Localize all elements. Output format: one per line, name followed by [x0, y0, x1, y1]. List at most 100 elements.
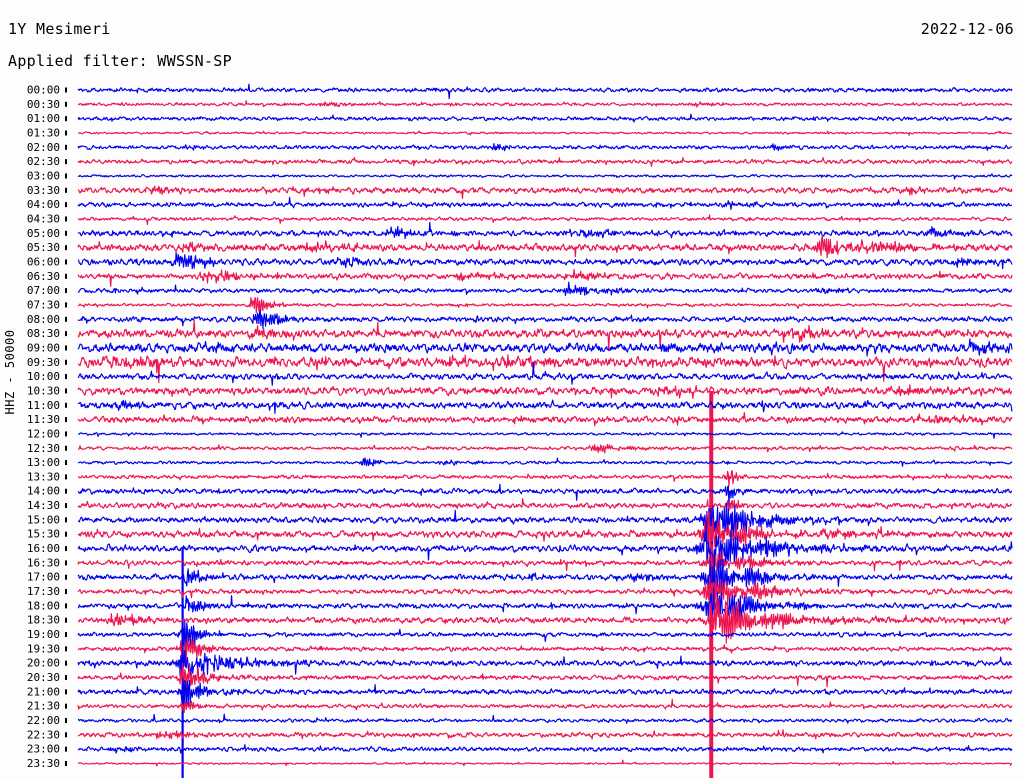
- trace-row: 14:00: [27, 483, 1013, 507]
- time-tick-label: 17:30: [27, 585, 60, 598]
- time-tick-label: 11:00: [27, 399, 60, 412]
- waveform-trace: [77, 156, 1013, 168]
- time-tick-label: 23:30: [27, 757, 60, 770]
- waveform-trace: [77, 483, 1013, 507]
- trace-row: 06:30: [27, 268, 1013, 288]
- time-tick-label: 08:00: [27, 313, 60, 326]
- time-tick-label: 04:00: [27, 198, 60, 211]
- trace-row: 20:30: [27, 663, 1013, 693]
- trace-row: 06:00: [27, 251, 1013, 270]
- waveform-trace: [77, 281, 1013, 296]
- time-tick-label: 12:30: [27, 442, 60, 455]
- waveform-trace: [77, 319, 1013, 352]
- trace-row: 23:30: [27, 757, 1013, 770]
- time-tick-label: 22:00: [27, 714, 60, 727]
- time-tick-label: 20:30: [27, 671, 60, 684]
- trace-row: 15:30: [27, 512, 1013, 557]
- waveform-trace: [77, 470, 1013, 487]
- time-tick-label: 07:00: [27, 284, 60, 297]
- waveform-trace: [77, 587, 1013, 619]
- time-tick-label: 05:30: [27, 241, 60, 254]
- trace-row: 05:00: [27, 221, 1013, 240]
- trace-row: 22:30: [27, 728, 1013, 741]
- trace-row: 17:30: [27, 576, 1013, 612]
- time-tick-label: 15:00: [27, 513, 60, 526]
- waveform-trace: [77, 744, 1013, 754]
- time-tick-label: 16:00: [27, 542, 60, 555]
- waveform-trace: [77, 550, 1013, 578]
- waveform-trace: [77, 297, 1013, 314]
- time-tick-label: 21:30: [27, 700, 60, 713]
- waveform-trace: [77, 309, 1013, 329]
- waveform-trace: [77, 338, 1013, 357]
- time-tick-label: 08:30: [27, 327, 60, 340]
- waveform-trace: [77, 646, 1013, 677]
- time-tick-label: 06:30: [27, 270, 60, 283]
- waveform-trace: [77, 412, 1013, 427]
- trace-row: 09:30: [27, 354, 1013, 384]
- time-tick-label: 10:00: [27, 370, 60, 383]
- trace-row: 21:00: [27, 677, 1013, 710]
- waveform-trace: [77, 620, 1013, 650]
- trace-row: 12:30: [27, 442, 1013, 455]
- trace-row: 00:00: [27, 83, 1013, 100]
- time-tick-label: 06:00: [27, 255, 60, 268]
- waveform-trace: [77, 173, 1013, 180]
- trace-row: 12:00: [27, 427, 1013, 440]
- waveform-trace: [77, 214, 1013, 226]
- time-tick-label: 14:00: [27, 485, 60, 498]
- time-tick-label: 01:30: [27, 126, 60, 139]
- waveform-trace: [77, 113, 1013, 123]
- trace-row: 07:00: [27, 281, 1013, 297]
- waveform-trace: [77, 234, 1013, 259]
- trace-row: 10:00: [27, 361, 1013, 386]
- time-tick-label: 02:30: [27, 155, 60, 168]
- waveform-trace: [77, 354, 1013, 384]
- waveform-trace: [77, 130, 1013, 136]
- time-tick-label: 00:30: [27, 98, 60, 111]
- trace-row: 16:30: [27, 550, 1013, 578]
- waveform-trace: [77, 361, 1013, 386]
- trace-row: 08:00: [27, 309, 1013, 329]
- waveform-trace: [77, 251, 1013, 270]
- trace-row: 18:00: [27, 587, 1013, 619]
- waveform-trace: [77, 698, 1013, 714]
- time-tick-label: 19:30: [27, 642, 60, 655]
- time-tick-label: 05:00: [27, 227, 60, 240]
- waveform-trace: [77, 443, 1013, 454]
- waveform-trace: [77, 431, 1013, 439]
- waveform-trace: [77, 100, 1013, 108]
- time-tick-label: 13:00: [27, 456, 60, 469]
- time-tick-label: 11:30: [27, 413, 60, 426]
- time-tick-label: 04:30: [27, 212, 60, 225]
- trace-row: 18:30: [27, 595, 1013, 644]
- trace-row: 02:00: [27, 141, 1013, 154]
- waveform-trace: [77, 636, 1013, 667]
- time-tick-label: 00:00: [27, 84, 60, 97]
- time-tick-label: 18:00: [27, 599, 60, 612]
- waveform-trace: [77, 677, 1013, 710]
- waveform-trace: [77, 83, 1013, 100]
- trace-row: 01:00: [27, 112, 1013, 125]
- waveform-trace: [77, 142, 1013, 152]
- time-tick-label: 02:00: [27, 141, 60, 154]
- trace-row: 13:00: [27, 456, 1013, 469]
- time-tick-label: 20:00: [27, 657, 60, 670]
- waveform-trace: [77, 498, 1013, 512]
- time-tick-label: 01:00: [27, 112, 60, 125]
- waveform-trace: [77, 221, 1013, 240]
- trace-row: 04:30: [27, 212, 1013, 226]
- waveform-trace: [77, 268, 1013, 288]
- waveform-trace: [77, 520, 1013, 567]
- time-tick-label: 18:30: [27, 614, 60, 627]
- waveform-trace: [77, 502, 1013, 545]
- waveform-trace: [77, 185, 1013, 199]
- trace-row: 22:00: [27, 713, 1013, 727]
- trace-row: 11:30: [27, 412, 1013, 427]
- time-tick-label: 13:30: [27, 470, 60, 483]
- trace-row: 04:00: [27, 196, 1013, 211]
- applied-filter-label: Applied filter: WWSSN-SP: [8, 52, 232, 70]
- trace-row: 19:30: [27, 636, 1013, 667]
- time-tick-label: 23:00: [27, 743, 60, 756]
